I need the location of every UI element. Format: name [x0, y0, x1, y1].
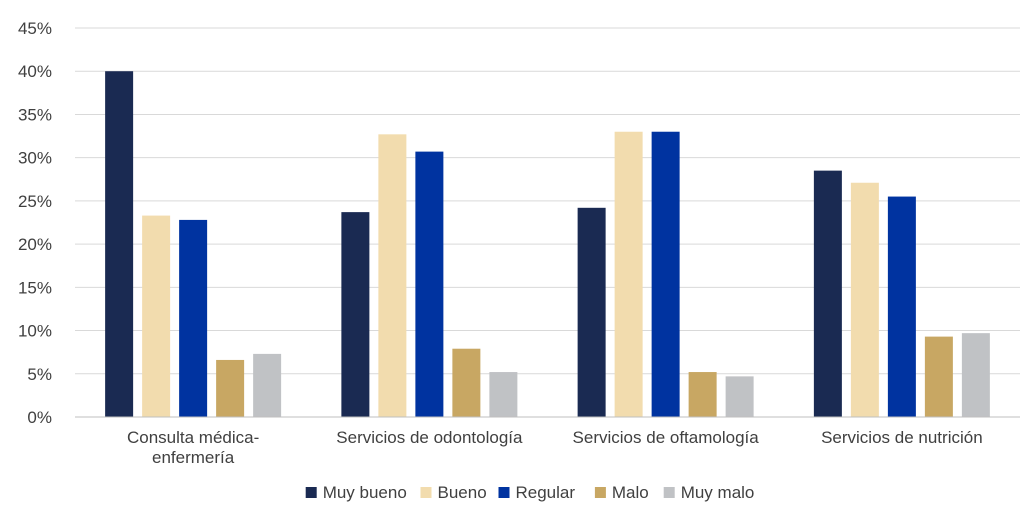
bar-muy-bueno [813, 170, 842, 417]
bar-regular [651, 131, 680, 417]
bar-malo [924, 336, 953, 417]
bar-muy-malo [489, 372, 518, 417]
legend-label: Malo [612, 483, 649, 502]
y-tick-label: 45% [18, 19, 52, 38]
category-label: Servicios de odontología [336, 428, 523, 447]
y-tick-label: 0% [27, 408, 52, 427]
bar-bueno [614, 131, 643, 417]
category-label: Servicios de oftamología [573, 428, 760, 447]
bars [105, 71, 990, 418]
bar-muy-malo [253, 353, 282, 417]
legend-label: Muy bueno [323, 483, 407, 502]
legend-item: Bueno [420, 483, 487, 502]
category-label: Consulta médica- [127, 428, 259, 447]
bar-muy-bueno [341, 212, 370, 417]
legend-swatch [594, 487, 606, 498]
legend-item: Malo [594, 483, 649, 502]
bar-regular [179, 219, 208, 417]
y-tick-label: 10% [18, 322, 52, 341]
y-tick-label: 20% [18, 235, 52, 254]
legend-item: Muy bueno [305, 483, 407, 502]
y-axis-tick-labels: 0% 5% 10% 15% 20% 25% 30% 35% 40% 45% [18, 19, 52, 427]
legend-swatch [663, 487, 675, 498]
y-tick-label: 40% [18, 62, 52, 81]
bar-muy-malo [961, 333, 990, 417]
bar-muy-malo [725, 376, 754, 417]
legend-item: Regular [498, 483, 576, 502]
gridlines [75, 27, 1020, 375]
bar-bueno [378, 134, 407, 417]
legend-swatch [420, 487, 432, 498]
bar-bueno [850, 182, 879, 417]
legend-item: Muy malo [663, 483, 755, 502]
y-tick-label: 5% [27, 365, 52, 384]
category-label: enfermería [152, 448, 235, 467]
bar-muy-bueno [105, 71, 134, 417]
category-labels: Consulta médica-enfermería Servicios de o… [127, 428, 983, 467]
bar-malo [452, 348, 481, 417]
y-tick-label: 35% [18, 105, 52, 124]
bar-malo [216, 359, 245, 417]
category-label: Servicios de nutrición [821, 428, 983, 447]
legend-label: Muy malo [681, 483, 755, 502]
legend: Muy bueno Bueno Regular Malo Muy malo [305, 483, 755, 502]
bar-regular [415, 151, 444, 418]
legend-swatch [498, 487, 510, 498]
y-tick-label: 25% [18, 192, 52, 211]
legend-label: Regular [516, 483, 576, 502]
y-tick-label: 30% [18, 149, 52, 168]
bar-malo [688, 372, 717, 417]
bar-muy-bueno [577, 207, 606, 417]
bar-regular [887, 196, 916, 417]
legend-label: Bueno [438, 483, 487, 502]
y-tick-label: 15% [18, 278, 52, 297]
legend-swatch [305, 487, 317, 498]
bar-bueno [142, 215, 171, 417]
